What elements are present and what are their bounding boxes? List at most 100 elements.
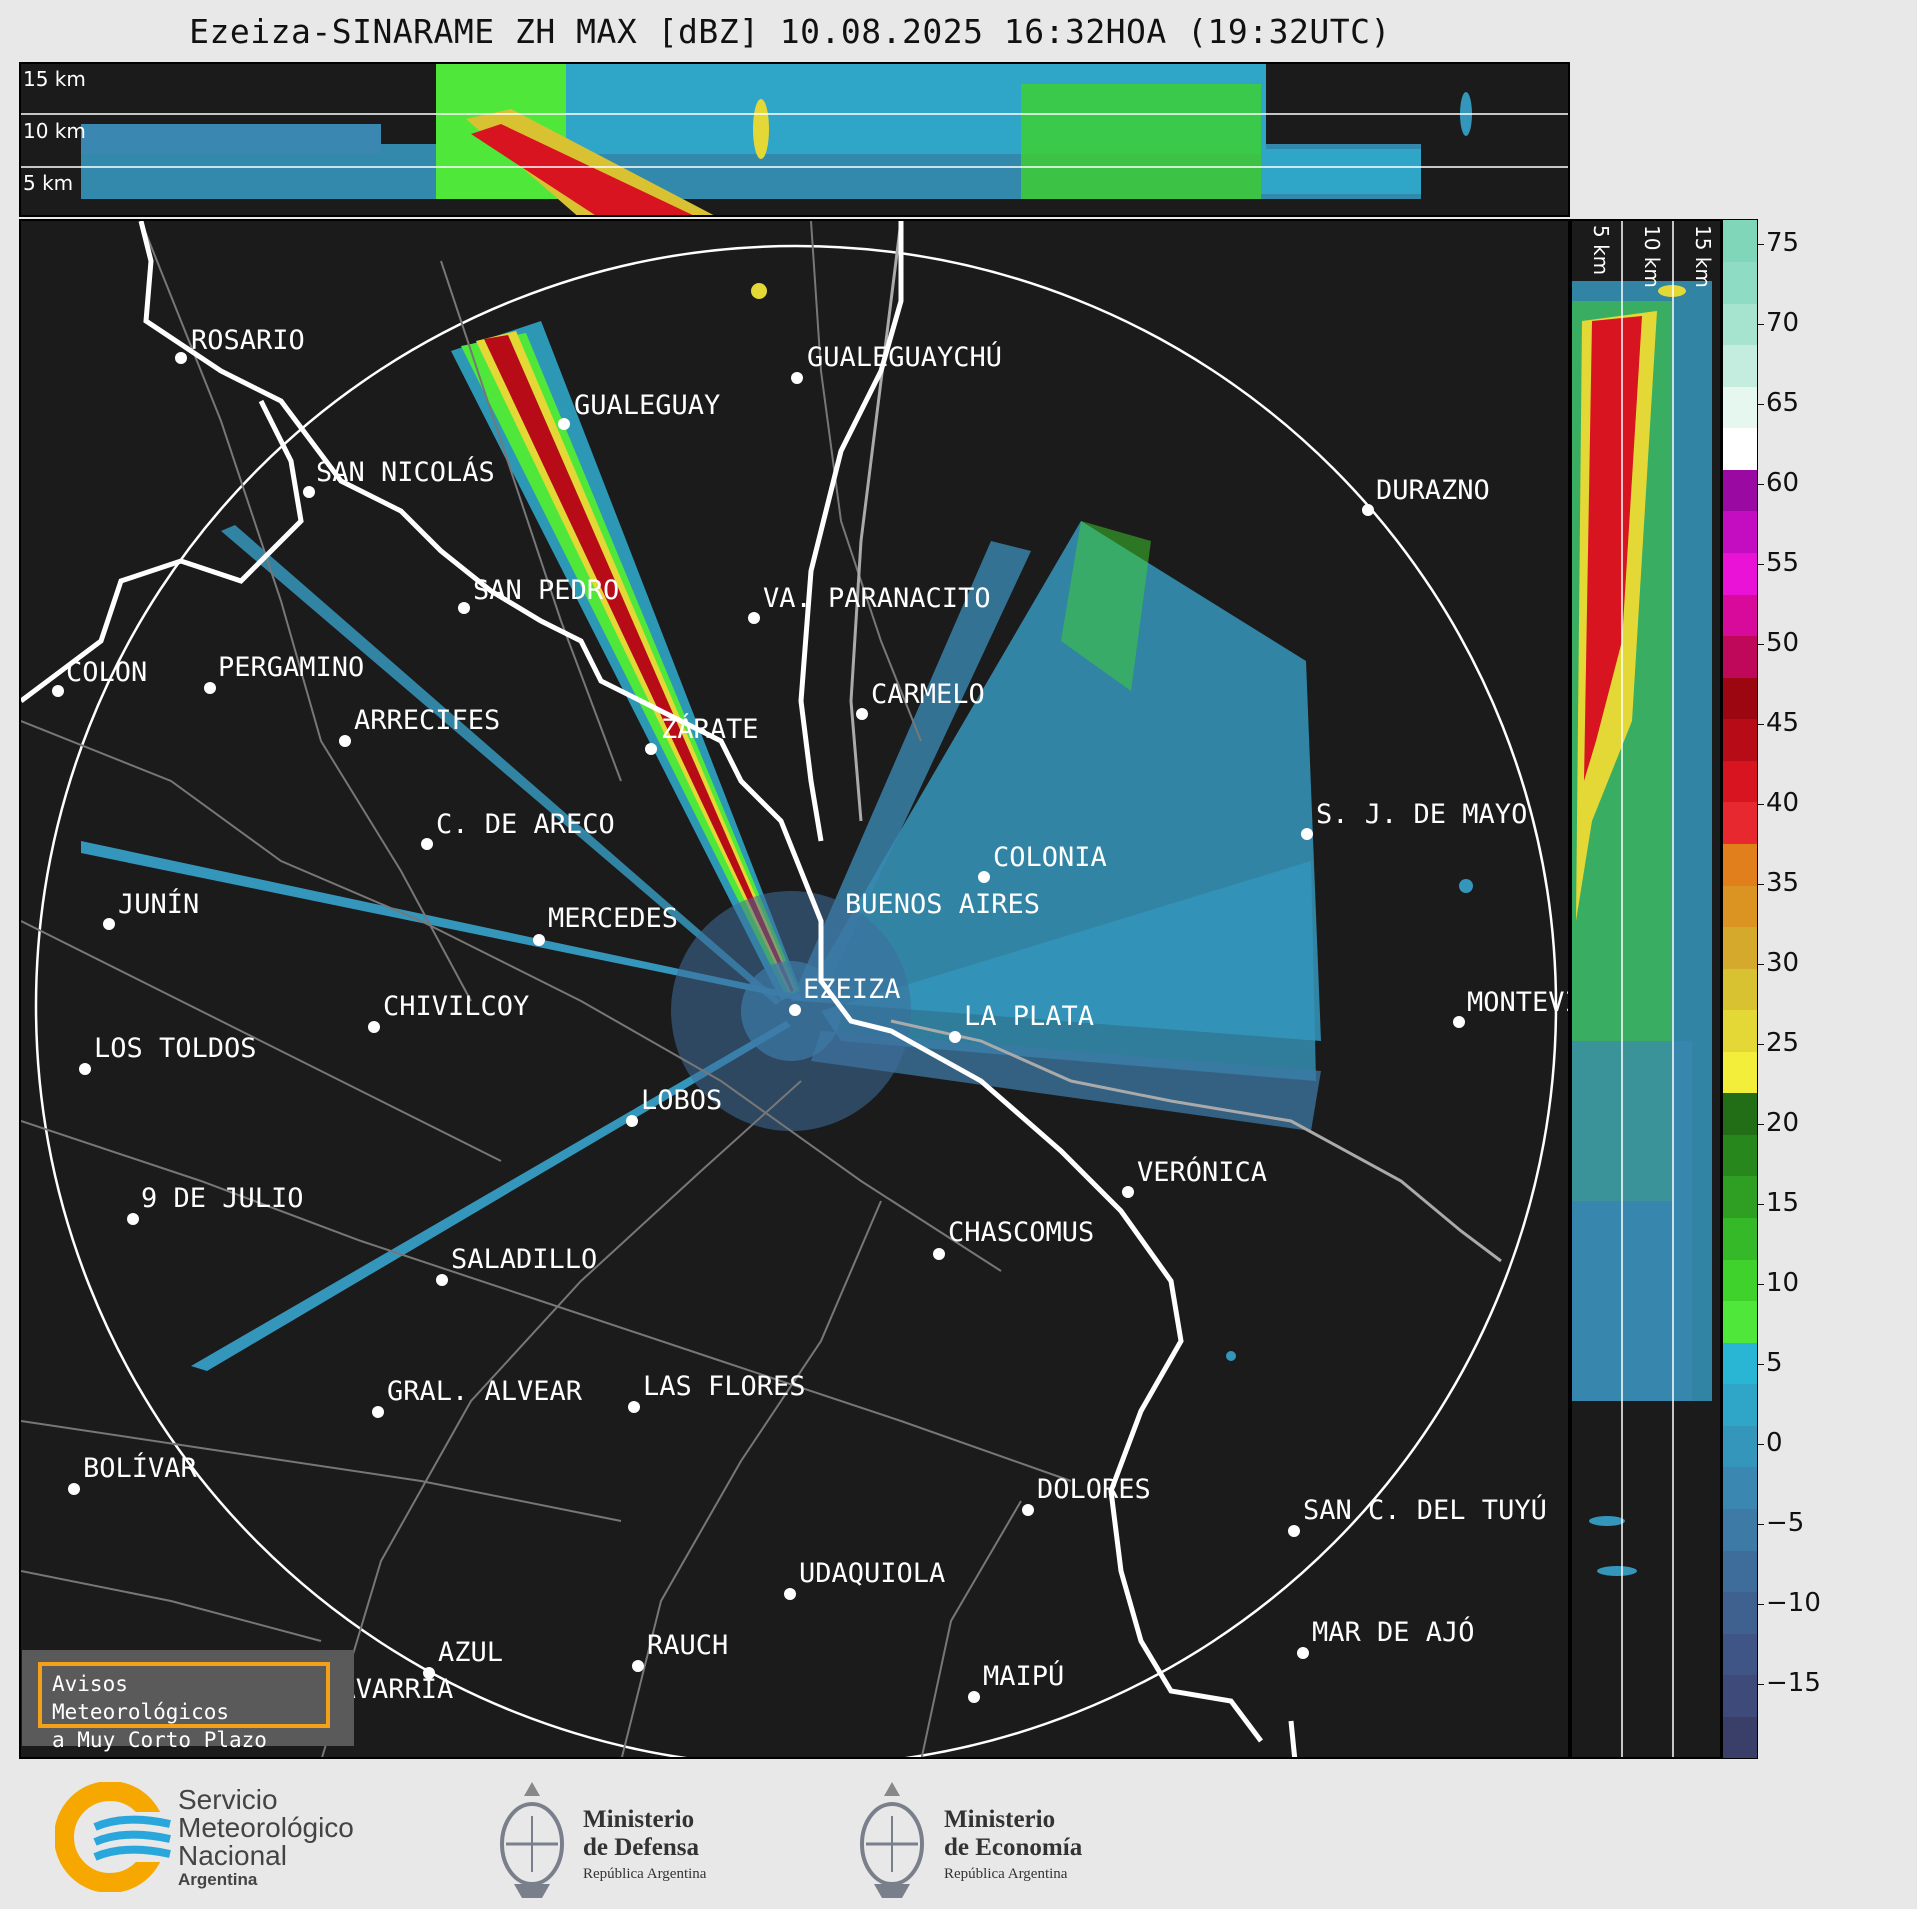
city-mar-de-ajo: MAR DE AJÓ xyxy=(1312,1616,1475,1648)
cities: ROSARIO GUALEGUAYCHÚ GUALEGUAY SAN NICOL… xyxy=(52,325,1570,1716)
city-montevideo: MONTEVIDEO xyxy=(1467,987,1570,1018)
top-core-yellow xyxy=(466,109,714,215)
colorbar-tick-mark xyxy=(1758,564,1764,565)
avisos-frame[interactable]: Avisos Meteorológicos a Muy Corto Plazo xyxy=(38,1662,330,1752)
colorbar-tick-mark xyxy=(1758,404,1764,405)
colorbar-tick-label: 10 xyxy=(1766,1268,1800,1298)
economia-line1: Ministerio xyxy=(944,1806,1056,1833)
city-dot-la-plata xyxy=(949,1031,961,1043)
city-dot-bolivar xyxy=(68,1483,80,1495)
city-los-toldos: LOS TOLDOS xyxy=(94,1033,257,1064)
city-dot-mar-de-ajo xyxy=(1297,1647,1309,1659)
colorbar-segment xyxy=(1723,344,1757,387)
colorbar-tick-mark xyxy=(1758,1444,1764,1445)
colorbar-segment xyxy=(1723,635,1757,678)
city-dot-zarate xyxy=(645,743,657,755)
colorbar-segment xyxy=(1723,926,1757,969)
city-azul: AZUL xyxy=(438,1637,503,1668)
colorbar-tick-label: 25 xyxy=(1766,1028,1800,1058)
top-echo-green-right xyxy=(1021,84,1261,199)
colorbar-tick-label: 60 xyxy=(1766,468,1800,498)
colorbar-tick-mark xyxy=(1758,1124,1764,1125)
city-dot-gral-alvear xyxy=(372,1406,384,1418)
echo-green-ne xyxy=(1061,521,1151,691)
colorbar-tick-mark xyxy=(1758,1044,1764,1045)
colorbar-tick-label: 15 xyxy=(1766,1188,1800,1218)
city-buenos-aires: BUENOS AIRES xyxy=(845,889,1040,920)
colorbar-tick-label: 40 xyxy=(1766,788,1800,818)
echo-ray-west xyxy=(81,841,801,1001)
colorbar-tick-mark xyxy=(1758,1204,1764,1205)
city-dot-gualeguay xyxy=(558,418,570,430)
side-cell-a xyxy=(1589,1516,1625,1526)
economia-line2: de Economía xyxy=(944,1834,1083,1861)
colorbar-tick-label: 70 xyxy=(1766,308,1800,338)
colorbar-segment xyxy=(1723,469,1757,512)
colorbar-segment xyxy=(1723,510,1757,553)
colorbar-tick-mark xyxy=(1758,244,1764,245)
city-ezeiza: EZEIZA xyxy=(803,974,901,1005)
city-dolores: DOLORES xyxy=(1037,1474,1151,1505)
economia-coat-of-arms-icon xyxy=(860,1782,924,1898)
city-dot-mercedes xyxy=(533,934,545,946)
top-core-red xyxy=(471,124,693,215)
city-durazno: DURAZNO xyxy=(1376,475,1490,506)
colorbar-segment xyxy=(1723,1259,1757,1302)
city-san-nicolas: SAN NICOLÁS xyxy=(316,456,495,488)
city-gualeguaychu: GUALEGUAYCHÚ xyxy=(807,341,1002,373)
colorbar-tick-mark xyxy=(1758,1524,1764,1525)
side-cell-c xyxy=(1658,285,1686,297)
colorbar-tick-mark xyxy=(1758,1284,1764,1285)
side-label-5km: 5 km xyxy=(1589,225,1613,275)
side-label-15km: 15 km xyxy=(1691,225,1715,288)
colorbar-tick-label: 75 xyxy=(1766,228,1800,258)
echo-nw-storm-red xyxy=(484,335,794,992)
colorbar-tick-label: 5 xyxy=(1766,1348,1783,1378)
city-pergamino: PERGAMINO xyxy=(218,652,364,683)
colorbar-segment xyxy=(1723,718,1757,761)
colorbar-segment xyxy=(1723,760,1757,803)
colorbar-tick-mark xyxy=(1758,724,1764,725)
avisos-line2: a Muy Corto Plazo xyxy=(52,1728,267,1752)
city-dot-gualeguaychu xyxy=(791,372,803,384)
city-dot-pergamino xyxy=(204,682,216,694)
colorbar-segment xyxy=(1723,303,1757,346)
defensa-line3: República Argentina xyxy=(583,1866,707,1882)
echo-cell-north xyxy=(751,283,767,299)
city-sj-de-mayo: S. J. DE MAYO xyxy=(1316,799,1527,830)
chart-title: Ezeiza-SINARAME ZH MAX [dBZ] 10.08.2025 … xyxy=(189,12,1391,51)
city-dot-chascomus xyxy=(933,1248,945,1260)
side-core-red xyxy=(1584,316,1642,781)
colorbar-segment xyxy=(1723,220,1757,262)
defensa-line2: de Defensa xyxy=(583,1834,699,1861)
colorbar-segment xyxy=(1723,1176,1757,1219)
city-la-plata: LA PLATA xyxy=(964,1001,1094,1032)
echo-cell-east xyxy=(1459,879,1473,893)
city-mercedes: MERCEDES xyxy=(548,903,678,934)
colorbar-tick-label: 65 xyxy=(1766,388,1800,418)
smn-line4: Argentina xyxy=(178,1870,258,1889)
city-dot-san-nicolas xyxy=(303,486,315,498)
smn-line2: Meteorológico xyxy=(178,1812,354,1843)
top-label-15km: 15 km xyxy=(23,67,86,91)
colorbar-tick-mark xyxy=(1758,484,1764,485)
uruguay-coast xyxy=(890,1019,1502,1263)
top-cross-section: 15 km 10 km 5 km xyxy=(21,64,1568,215)
city-dot-carmelo xyxy=(856,708,868,720)
city-dot-montevideo xyxy=(1453,1016,1465,1028)
radar-echoes xyxy=(81,283,1473,1371)
city-maipu: MAIPÚ xyxy=(983,1660,1064,1692)
city-dot-colon xyxy=(52,685,64,697)
defensa-coat-of-arms-icon xyxy=(500,1782,564,1898)
avisos-box[interactable]: Avisos Meteorológicos a Muy Corto Plazo xyxy=(22,1650,354,1752)
city-arrecifes: ARRECIFES xyxy=(354,705,500,736)
city-rauch: RAUCH xyxy=(647,1630,728,1661)
dbz-colorbar xyxy=(1722,219,1758,1759)
city-veronica: VERÓNICA xyxy=(1137,1156,1267,1188)
echo-n-sector xyxy=(791,541,1031,1001)
city-dot-azul xyxy=(423,1667,435,1679)
side-echo-lower xyxy=(1572,1041,1692,1401)
colorbar-tick-mark xyxy=(1758,804,1764,805)
top-cell-small xyxy=(753,99,769,159)
avisos-line1: Avisos Meteorológicos xyxy=(52,1672,230,1724)
